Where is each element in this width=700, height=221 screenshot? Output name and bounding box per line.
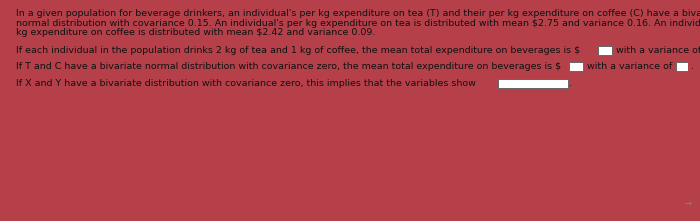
Text: normal distribution with covariance 0.15. An individual's per kg expenditure on : normal distribution with covariance 0.15… [16, 19, 700, 27]
Text: .: . [690, 62, 694, 71]
Text: If each individual in the population drinks 2 kg of tea and 1 kg of coffee, the : If each individual in the population dri… [16, 46, 580, 55]
Text: with a variance of: with a variance of [613, 46, 700, 55]
Text: with a variance of: with a variance of [584, 62, 672, 71]
Bar [498, 78, 568, 88]
Text: If X and Y have a bivariate distribution with covariance zero, this implies that: If X and Y have a bivariate distribution… [16, 78, 476, 88]
Text: →: → [685, 199, 692, 208]
Text: ▼: ▼ [560, 79, 565, 84]
Text: .: . [568, 78, 572, 88]
Bar [598, 46, 612, 55]
Bar [569, 62, 583, 71]
Text: In a given population for beverage drinkers, an individual's per kg expenditure : In a given population for beverage drink… [16, 9, 700, 18]
Text: kg expenditure on coffee is distributed with mean $2.42 and variance 0.09.: kg expenditure on coffee is distributed … [16, 28, 375, 37]
Bar [676, 62, 690, 71]
Text: If T and C have a bivariate normal distribution with covariance zero, the mean t: If T and C have a bivariate normal distr… [16, 62, 561, 71]
